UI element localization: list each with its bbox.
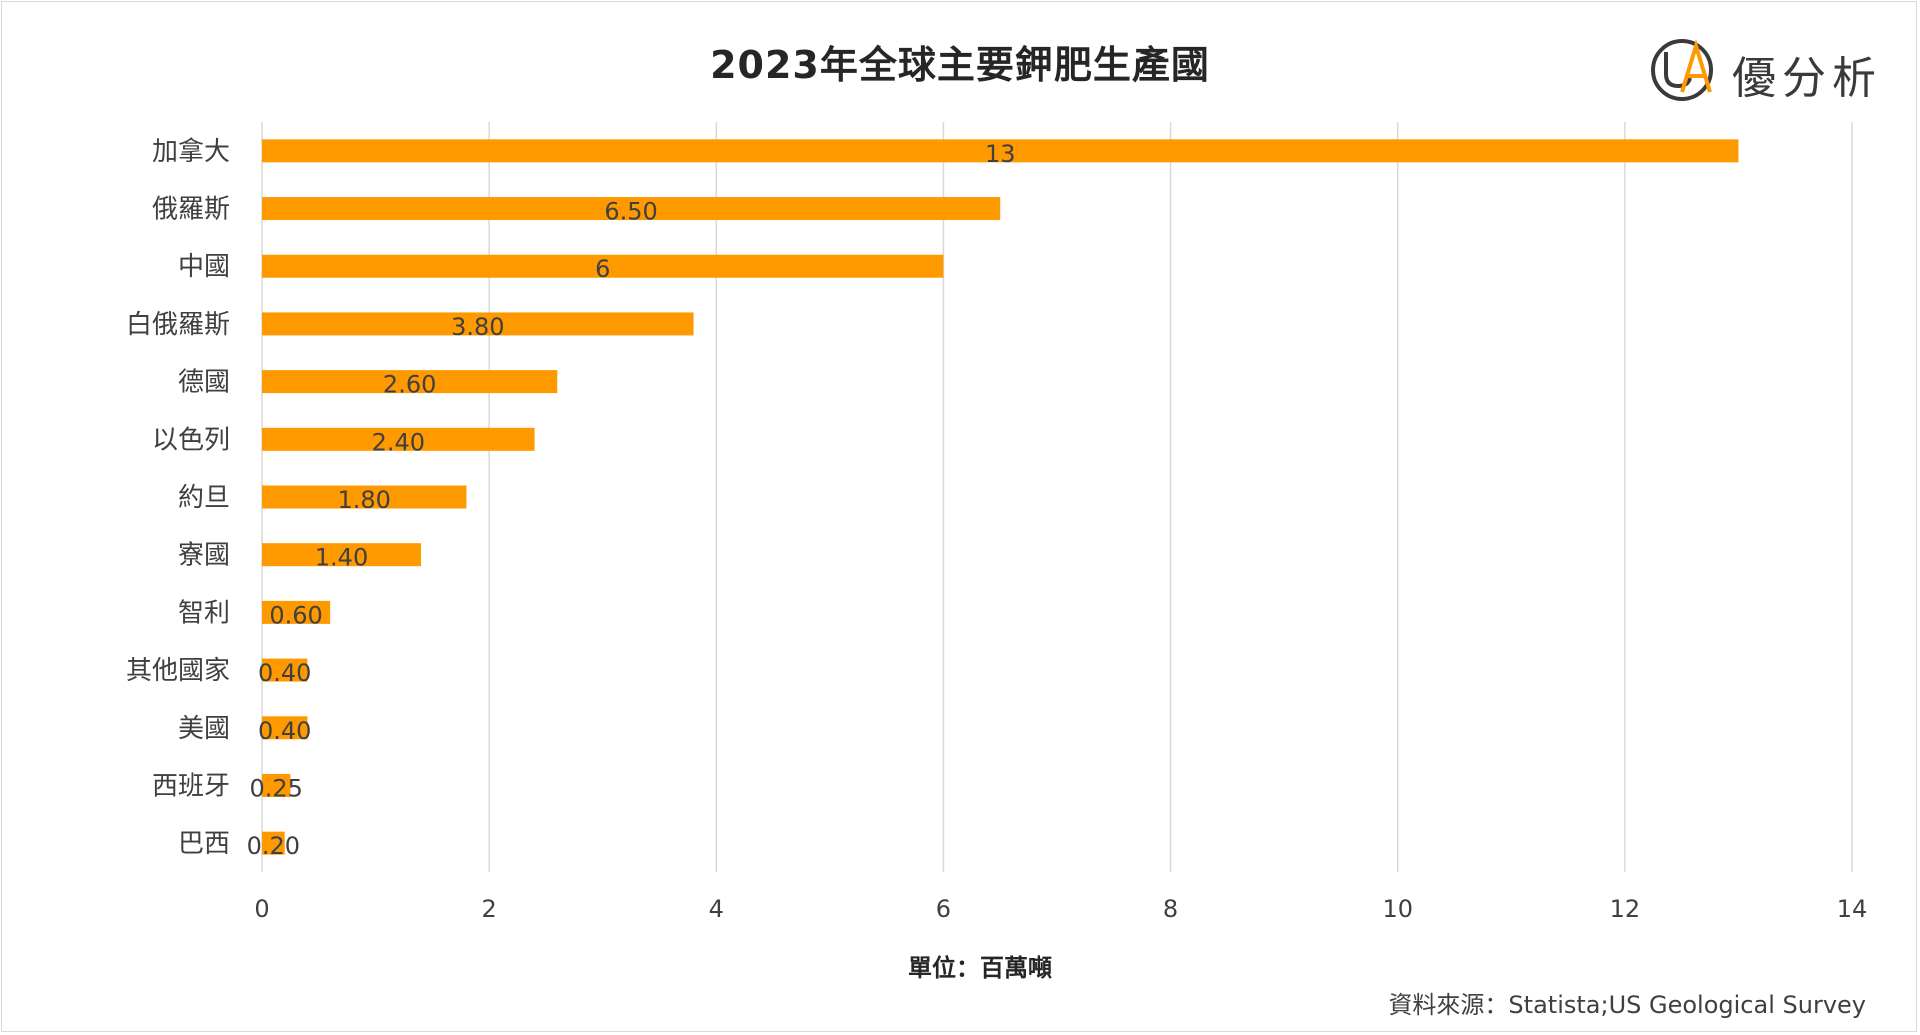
source-note: 資料來源：Statista;US Geological Survey — [1388, 991, 1866, 1019]
x-tick-label: 14 — [1837, 895, 1868, 923]
x-tick-label: 8 — [1163, 895, 1178, 923]
data-label: 3.80 — [451, 313, 504, 341]
category-label: 巴西 — [178, 829, 230, 859]
x-tick-label: 2 — [482, 895, 497, 923]
x-tick-label: 10 — [1382, 895, 1413, 923]
x-tick-label: 12 — [1610, 895, 1641, 923]
data-label: 2.40 — [372, 428, 425, 456]
chart-title: 2023年全球主要鉀肥生產國 — [710, 43, 1210, 87]
data-label: 1.40 — [315, 544, 368, 572]
data-label: 13 — [985, 140, 1016, 168]
data-label: 1.80 — [337, 486, 390, 514]
logo-text: 優分析 — [1732, 53, 1882, 104]
category-label: 以色列 — [152, 425, 230, 455]
category-label: 德國 — [178, 368, 230, 398]
category-label: 西班牙 — [152, 771, 230, 801]
category-label: 美國 — [178, 714, 230, 744]
bar — [262, 831, 285, 855]
data-label: 0.40 — [258, 659, 311, 687]
bar — [262, 370, 558, 394]
data-label: 0.25 — [249, 774, 302, 802]
x-tick-label: 6 — [936, 895, 951, 923]
data-label: 0.20 — [247, 832, 300, 860]
bar — [262, 312, 694, 336]
data-label: 2.60 — [383, 371, 436, 399]
data-label: 6 — [595, 255, 610, 283]
ua-logo-icon — [1651, 39, 1713, 101]
category-label: 俄羅斯 — [152, 195, 230, 225]
x-tick-label: 0 — [254, 895, 269, 923]
category-label: 加拿大 — [152, 137, 230, 167]
data-label: 6.50 — [604, 198, 657, 226]
data-label: 0.60 — [269, 601, 322, 629]
category-label: 約旦 — [178, 483, 230, 513]
bar — [262, 658, 308, 682]
category-label: 其他國家 — [126, 656, 230, 686]
bar — [262, 543, 421, 567]
bar — [262, 254, 944, 278]
bar — [262, 716, 308, 740]
bar — [262, 139, 1739, 163]
category-label: 智利 — [178, 598, 230, 628]
x-tick-label: 4 — [709, 895, 724, 923]
brand-logo: 優分析 — [1648, 34, 1878, 104]
bar — [262, 197, 1001, 221]
category-label: 中國 — [178, 252, 230, 282]
category-label: 白俄羅斯 — [126, 310, 230, 340]
bar — [262, 773, 291, 797]
category-label: 寮國 — [178, 541, 230, 571]
bar — [262, 600, 331, 624]
bar — [262, 485, 467, 509]
bar — [262, 427, 535, 451]
x-axis-label: 單位：百萬噸 — [908, 954, 1052, 982]
data-label: 0.40 — [258, 717, 311, 745]
